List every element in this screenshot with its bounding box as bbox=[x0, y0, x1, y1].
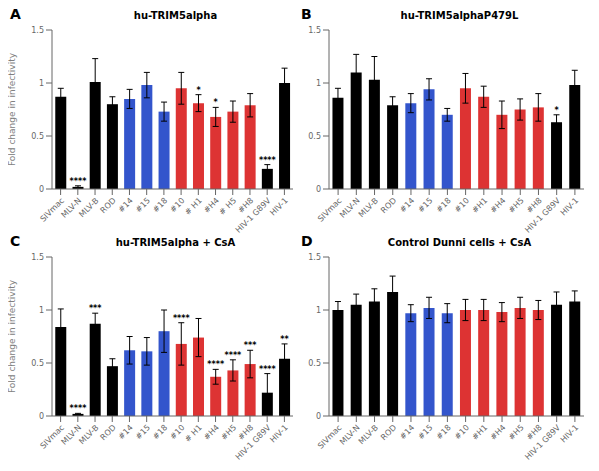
svg-text:MLV-B: MLV-B bbox=[357, 196, 380, 219]
svg-text:ROD: ROD bbox=[99, 423, 118, 442]
svg-text:1: 1 bbox=[39, 306, 44, 315]
svg-text:HIV-1 G89V: HIV-1 G89V bbox=[523, 423, 562, 462]
svg-text:#18: #18 bbox=[435, 196, 453, 214]
svg-text:ROD: ROD bbox=[379, 196, 398, 215]
svg-text:#H4: #H4 bbox=[489, 423, 508, 442]
svg-text:1.5: 1.5 bbox=[31, 26, 44, 35]
svg-text:*: * bbox=[196, 86, 201, 95]
svg-text:#10: #10 bbox=[168, 196, 187, 215]
html-text:hu-TRIM5alphaP479L: hu-TRIM5alphaP479L bbox=[400, 10, 519, 21]
svg-text:#15: #15 bbox=[416, 423, 434, 441]
svg-text:Fold change in infectivity: Fold change in infectivity bbox=[8, 52, 17, 166]
svg-text:# H1: # H1 bbox=[183, 196, 204, 217]
svg-text:1: 1 bbox=[316, 79, 321, 88]
svg-text:MLV-N: MLV-N bbox=[338, 196, 362, 220]
svg-text:0: 0 bbox=[316, 185, 321, 194]
svg-text:#H5: #H5 bbox=[219, 423, 238, 442]
svg-text:**: ** bbox=[280, 335, 289, 344]
svg-text:MLV-N: MLV-N bbox=[59, 423, 84, 447]
html-text:C: C bbox=[10, 233, 21, 249]
svg-text:#H8: #H8 bbox=[524, 423, 544, 442]
svg-text:****: **** bbox=[207, 360, 225, 369]
svg-text:#H4: #H4 bbox=[202, 423, 221, 442]
svg-text:MLV-N: MLV-N bbox=[59, 196, 84, 220]
svg-text:0.5: 0.5 bbox=[308, 132, 321, 141]
svg-text:MLV-B: MLV-B bbox=[357, 423, 380, 446]
svg-text:#H1: #H1 bbox=[470, 196, 489, 215]
svg-text:#18: #18 bbox=[435, 423, 453, 441]
svg-text:#18: #18 bbox=[151, 196, 169, 214]
svg-text:#14: #14 bbox=[117, 196, 135, 214]
svg-text:#H8: #H8 bbox=[236, 423, 256, 442]
svg-text:SIVmac: SIVmac bbox=[316, 196, 344, 224]
svg-text:#H8: #H8 bbox=[236, 196, 256, 215]
svg-text:#15: #15 bbox=[134, 423, 152, 441]
svg-text:HIV-1 G89V: HIV-1 G89V bbox=[523, 196, 562, 235]
svg-text:1: 1 bbox=[316, 306, 321, 315]
svg-text:*: * bbox=[214, 98, 219, 107]
html-text:hu-TRIM5alpha + CsA: hu-TRIM5alpha + CsA bbox=[115, 237, 236, 248]
html-text:hu-TRIM5alpha: hu-TRIM5alpha bbox=[133, 10, 218, 21]
svg-text:MLV-B: MLV-B bbox=[77, 423, 100, 446]
svg-text:***: *** bbox=[244, 341, 257, 350]
svg-text:HIV-1: HIV-1 bbox=[268, 423, 289, 444]
svg-text:#14: #14 bbox=[398, 423, 416, 441]
svg-text:0: 0 bbox=[39, 185, 44, 194]
svg-text:SIVmac: SIVmac bbox=[316, 423, 344, 451]
svg-text:1: 1 bbox=[39, 79, 44, 88]
svg-text:0.5: 0.5 bbox=[308, 359, 321, 368]
svg-text:#H5: #H5 bbox=[507, 196, 526, 215]
svg-text:ROD: ROD bbox=[99, 196, 118, 215]
svg-text:HIV-1: HIV-1 bbox=[559, 196, 580, 217]
svg-text:#H8: #H8 bbox=[524, 196, 544, 215]
svg-text:HIV-1: HIV-1 bbox=[559, 423, 580, 444]
svg-text:HIV-1 G89V: HIV-1 G89V bbox=[234, 196, 273, 235]
svg-text:0: 0 bbox=[316, 412, 321, 421]
svg-text:0.5: 0.5 bbox=[31, 359, 44, 368]
svg-text:SIVmac: SIVmac bbox=[38, 196, 66, 224]
svg-text:SIVmac: SIVmac bbox=[38, 423, 66, 451]
html-text:A: A bbox=[10, 6, 21, 22]
svg-text:****: **** bbox=[70, 177, 88, 186]
svg-text:# H1: # H1 bbox=[183, 423, 204, 444]
svg-text:MLV-B: MLV-B bbox=[77, 196, 100, 219]
html-text:D: D bbox=[301, 233, 313, 249]
svg-text:Fold change in infectivity: Fold change in infectivity bbox=[8, 279, 17, 393]
svg-text:#10: #10 bbox=[453, 423, 471, 441]
svg-text:*: * bbox=[554, 106, 559, 115]
svg-text:#H4: #H4 bbox=[202, 196, 221, 215]
svg-text:HIV-1: HIV-1 bbox=[268, 196, 289, 217]
svg-text:***: *** bbox=[89, 304, 102, 313]
svg-text:ROD: ROD bbox=[379, 423, 398, 442]
svg-text:****: **** bbox=[259, 365, 277, 374]
svg-text:#14: #14 bbox=[117, 423, 135, 441]
svg-text:1.5: 1.5 bbox=[308, 253, 321, 262]
svg-text:****: **** bbox=[70, 404, 88, 413]
html-text:Control Dunni cells + CsA: Control Dunni cells + CsA bbox=[387, 237, 532, 248]
svg-text:#H5: #H5 bbox=[507, 423, 526, 442]
svg-text:****: **** bbox=[173, 314, 191, 323]
svg-text:****: **** bbox=[259, 156, 277, 165]
svg-text:MLV-N: MLV-N bbox=[338, 423, 362, 447]
svg-text:#H4: #H4 bbox=[489, 196, 508, 215]
svg-text:#15: #15 bbox=[134, 196, 152, 214]
svg-text:#15: #15 bbox=[416, 196, 434, 214]
svg-text:1.5: 1.5 bbox=[308, 26, 321, 35]
svg-text:#H1: #H1 bbox=[470, 423, 489, 442]
svg-text:#18: #18 bbox=[151, 423, 169, 441]
svg-text:0.5: 0.5 bbox=[31, 132, 44, 141]
svg-text:0: 0 bbox=[39, 412, 44, 421]
svg-text:****: **** bbox=[225, 351, 243, 360]
svg-text:#10: #10 bbox=[168, 423, 187, 442]
svg-text:#14: #14 bbox=[398, 196, 416, 214]
svg-text:HIV-1 G89V: HIV-1 G89V bbox=[234, 423, 273, 462]
svg-text:#10: #10 bbox=[453, 196, 471, 214]
html-text:B: B bbox=[301, 6, 312, 22]
svg-text:1.5: 1.5 bbox=[31, 253, 44, 262]
svg-text:# H5: # H5 bbox=[217, 196, 238, 217]
